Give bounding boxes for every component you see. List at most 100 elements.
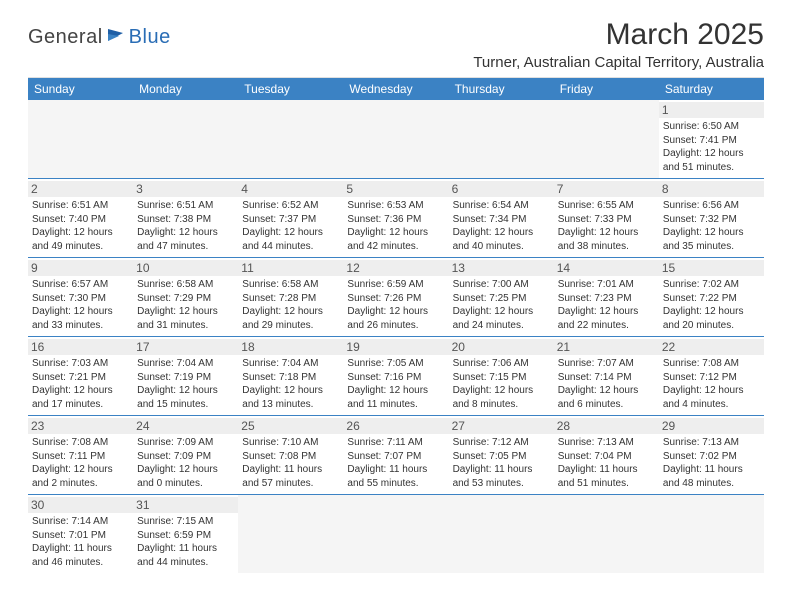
day-info: Sunrise: 6:58 AMSunset: 7:29 PMDaylight:… bbox=[137, 278, 234, 332]
calendar-day-cell bbox=[238, 495, 343, 574]
day-number: 22 bbox=[659, 339, 764, 355]
day-info: Sunrise: 7:04 AMSunset: 7:19 PMDaylight:… bbox=[137, 357, 234, 411]
calendar-day-cell bbox=[449, 495, 554, 574]
calendar-day-cell: 22 Sunrise: 7:08 AMSunset: 7:12 PMDayligh… bbox=[659, 337, 764, 416]
calendar-day-cell: 16 Sunrise: 7:03 AMSunset: 7:21 PMDayligh… bbox=[28, 337, 133, 416]
day-number: 19 bbox=[343, 339, 448, 355]
day-number: 18 bbox=[238, 339, 343, 355]
calendar-day-cell: 29 Sunrise: 7:13 AMSunset: 7:02 PMDayligh… bbox=[659, 416, 764, 495]
weekday-header: Friday bbox=[554, 78, 659, 100]
day-number: 4 bbox=[238, 181, 343, 197]
day-number: 9 bbox=[28, 260, 133, 276]
weekday-header: Tuesday bbox=[238, 78, 343, 100]
calendar-day-cell: 27Sunrise: 7:12 AMSunset: 7:05 PMDayligh… bbox=[449, 416, 554, 495]
calendar-day-cell bbox=[449, 100, 554, 179]
day-info: Sunrise: 6:54 AMSunset: 7:34 PMDaylight:… bbox=[453, 199, 550, 253]
location-subtitle: Turner, Australian Capital Territory, Au… bbox=[473, 54, 764, 71]
day-number: 21 bbox=[554, 339, 659, 355]
day-info: Sunrise: 6:51 AMSunset: 7:40 PMDaylight:… bbox=[32, 199, 129, 253]
calendar-day-cell: 17 Sunrise: 7:04 AMSunset: 7:19 PMDayligh… bbox=[133, 337, 238, 416]
day-info: Sunrise: 7:03 AMSunset: 7:21 PMDaylight:… bbox=[32, 357, 129, 411]
day-info: Sunrise: 7:04 AMSunset: 7:18 PMDaylight:… bbox=[242, 357, 339, 411]
calendar-week-row: 23 Sunrise: 7:08 AMSunset: 7:11 PMDayligh… bbox=[28, 416, 764, 495]
calendar-day-cell: 7Sunrise: 6:55 AMSunset: 7:33 PMDaylight… bbox=[554, 179, 659, 258]
day-info: Sunrise: 7:12 AMSunset: 7:05 PMDaylight:… bbox=[453, 436, 550, 490]
calendar-day-cell: 9 Sunrise: 6:57 AMSunset: 7:30 PMDaylight… bbox=[28, 258, 133, 337]
calendar-day-cell bbox=[238, 100, 343, 179]
calendar-week-row: 1Sunrise: 6:50 AMSunset: 7:41 PMDaylight… bbox=[28, 100, 764, 179]
calendar-week-row: 9 Sunrise: 6:57 AMSunset: 7:30 PMDaylight… bbox=[28, 258, 764, 337]
calendar-day-cell: 15 Sunrise: 7:02 AMSunset: 7:22 PMDayligh… bbox=[659, 258, 764, 337]
day-number: 10 bbox=[133, 260, 238, 276]
day-info: Sunrise: 7:06 AMSunset: 7:15 PMDaylight:… bbox=[453, 357, 550, 411]
day-info: Sunrise: 7:09 AMSunset: 7:09 PMDaylight:… bbox=[137, 436, 234, 490]
day-number: 26 bbox=[343, 418, 448, 434]
day-number: 24 bbox=[133, 418, 238, 434]
calendar-day-cell bbox=[28, 100, 133, 179]
calendar-day-cell: 5Sunrise: 6:53 AMSunset: 7:36 PMDaylight… bbox=[343, 179, 448, 258]
day-number: 30 bbox=[28, 497, 133, 513]
day-info: Sunrise: 6:53 AMSunset: 7:36 PMDaylight:… bbox=[347, 199, 444, 253]
day-number: 16 bbox=[28, 339, 133, 355]
calendar-day-cell bbox=[133, 100, 238, 179]
calendar-day-cell: 6 Sunrise: 6:54 AMSunset: 7:34 PMDaylight… bbox=[449, 179, 554, 258]
calendar-day-cell: 23 Sunrise: 7:08 AMSunset: 7:11 PMDayligh… bbox=[28, 416, 133, 495]
calendar-day-cell: 26 Sunrise: 7:11 AMSunset: 7:07 PMDayligh… bbox=[343, 416, 448, 495]
day-info: Sunrise: 6:56 AMSunset: 7:32 PMDaylight:… bbox=[663, 199, 760, 253]
day-number: 6 bbox=[449, 181, 554, 197]
day-info: Sunrise: 7:00 AMSunset: 7:25 PMDaylight:… bbox=[453, 278, 550, 332]
day-info: Sunrise: 7:08 AMSunset: 7:12 PMDaylight:… bbox=[663, 357, 760, 411]
day-info: Sunrise: 7:13 AMSunset: 7:02 PMDaylight:… bbox=[663, 436, 760, 490]
day-number: 11 bbox=[238, 260, 343, 276]
month-title: March 2025 bbox=[473, 18, 764, 52]
calendar-day-cell: 13Sunrise: 7:00 AMSunset: 7:25 PMDayligh… bbox=[449, 258, 554, 337]
day-info: Sunrise: 6:57 AMSunset: 7:30 PMDaylight:… bbox=[32, 278, 129, 332]
day-info: Sunrise: 6:51 AMSunset: 7:38 PMDaylight:… bbox=[137, 199, 234, 253]
weekday-header: Thursday bbox=[449, 78, 554, 100]
calendar-day-cell: 28 Sunrise: 7:13 AMSunset: 7:04 PMDayligh… bbox=[554, 416, 659, 495]
day-number: 15 bbox=[659, 260, 764, 276]
calendar-day-cell bbox=[554, 100, 659, 179]
day-number: 28 bbox=[554, 418, 659, 434]
day-info: Sunrise: 7:15 AMSunset: 6:59 PMDaylight:… bbox=[137, 515, 234, 569]
day-info: Sunrise: 7:11 AMSunset: 7:07 PMDaylight:… bbox=[347, 436, 444, 490]
calendar-day-cell: 3 Sunrise: 6:51 AMSunset: 7:38 PMDaylight… bbox=[133, 179, 238, 258]
calendar-table: Sunday Monday Tuesday Wednesday Thursday… bbox=[28, 78, 764, 573]
day-info: Sunrise: 6:50 AMSunset: 7:41 PMDaylight:… bbox=[663, 120, 760, 174]
calendar-day-cell: 11Sunrise: 6:58 AMSunset: 7:28 PMDayligh… bbox=[238, 258, 343, 337]
calendar-day-cell: 31 Sunrise: 7:15 AMSunset: 6:59 PMDayligh… bbox=[133, 495, 238, 574]
day-info: Sunrise: 7:02 AMSunset: 7:22 PMDaylight:… bbox=[663, 278, 760, 332]
day-number: 7 bbox=[554, 181, 659, 197]
day-number: 8 bbox=[659, 181, 764, 197]
calendar-day-cell: 24 Sunrise: 7:09 AMSunset: 7:09 PMDayligh… bbox=[133, 416, 238, 495]
day-number: 14 bbox=[554, 260, 659, 276]
calendar-week-row: 16 Sunrise: 7:03 AMSunset: 7:21 PMDayligh… bbox=[28, 337, 764, 416]
flag-icon bbox=[107, 27, 127, 48]
calendar-day-cell bbox=[343, 100, 448, 179]
day-number: 23 bbox=[28, 418, 133, 434]
day-info: Sunrise: 7:08 AMSunset: 7:11 PMDaylight:… bbox=[32, 436, 129, 490]
calendar-week-row: 30 Sunrise: 7:14 AMSunset: 7:01 PMDayligh… bbox=[28, 495, 764, 574]
logo-text-blue: Blue bbox=[129, 26, 171, 49]
calendar-day-cell: 19 Sunrise: 7:05 AMSunset: 7:16 PMDayligh… bbox=[343, 337, 448, 416]
day-info: Sunrise: 7:05 AMSunset: 7:16 PMDaylight:… bbox=[347, 357, 444, 411]
day-info: Sunrise: 7:13 AMSunset: 7:04 PMDaylight:… bbox=[558, 436, 655, 490]
calendar-day-cell: 18 Sunrise: 7:04 AMSunset: 7:18 PMDayligh… bbox=[238, 337, 343, 416]
day-number: 31 bbox=[133, 497, 238, 513]
calendar-day-cell: 20Sunrise: 7:06 AMSunset: 7:15 PMDayligh… bbox=[449, 337, 554, 416]
day-number: 3 bbox=[133, 181, 238, 197]
day-info: Sunrise: 7:14 AMSunset: 7:01 PMDaylight:… bbox=[32, 515, 129, 569]
day-number: 2 bbox=[28, 181, 133, 197]
title-block: March 2025 Turner, Australian Capital Te… bbox=[473, 18, 764, 71]
calendar-day-cell: 1Sunrise: 6:50 AMSunset: 7:41 PMDaylight… bbox=[659, 100, 764, 179]
logo-text-general: General bbox=[28, 26, 103, 49]
day-number: 17 bbox=[133, 339, 238, 355]
logo: General Blue bbox=[28, 26, 171, 49]
calendar-day-cell bbox=[343, 495, 448, 574]
calendar-day-cell: 12Sunrise: 6:59 AMSunset: 7:26 PMDayligh… bbox=[343, 258, 448, 337]
calendar-week-row: 2 Sunrise: 6:51 AMSunset: 7:40 PMDaylight… bbox=[28, 179, 764, 258]
calendar-day-cell: 21Sunrise: 7:07 AMSunset: 7:14 PMDayligh… bbox=[554, 337, 659, 416]
day-info: Sunrise: 7:01 AMSunset: 7:23 PMDaylight:… bbox=[558, 278, 655, 332]
weekday-header: Saturday bbox=[659, 78, 764, 100]
day-number: 29 bbox=[659, 418, 764, 434]
